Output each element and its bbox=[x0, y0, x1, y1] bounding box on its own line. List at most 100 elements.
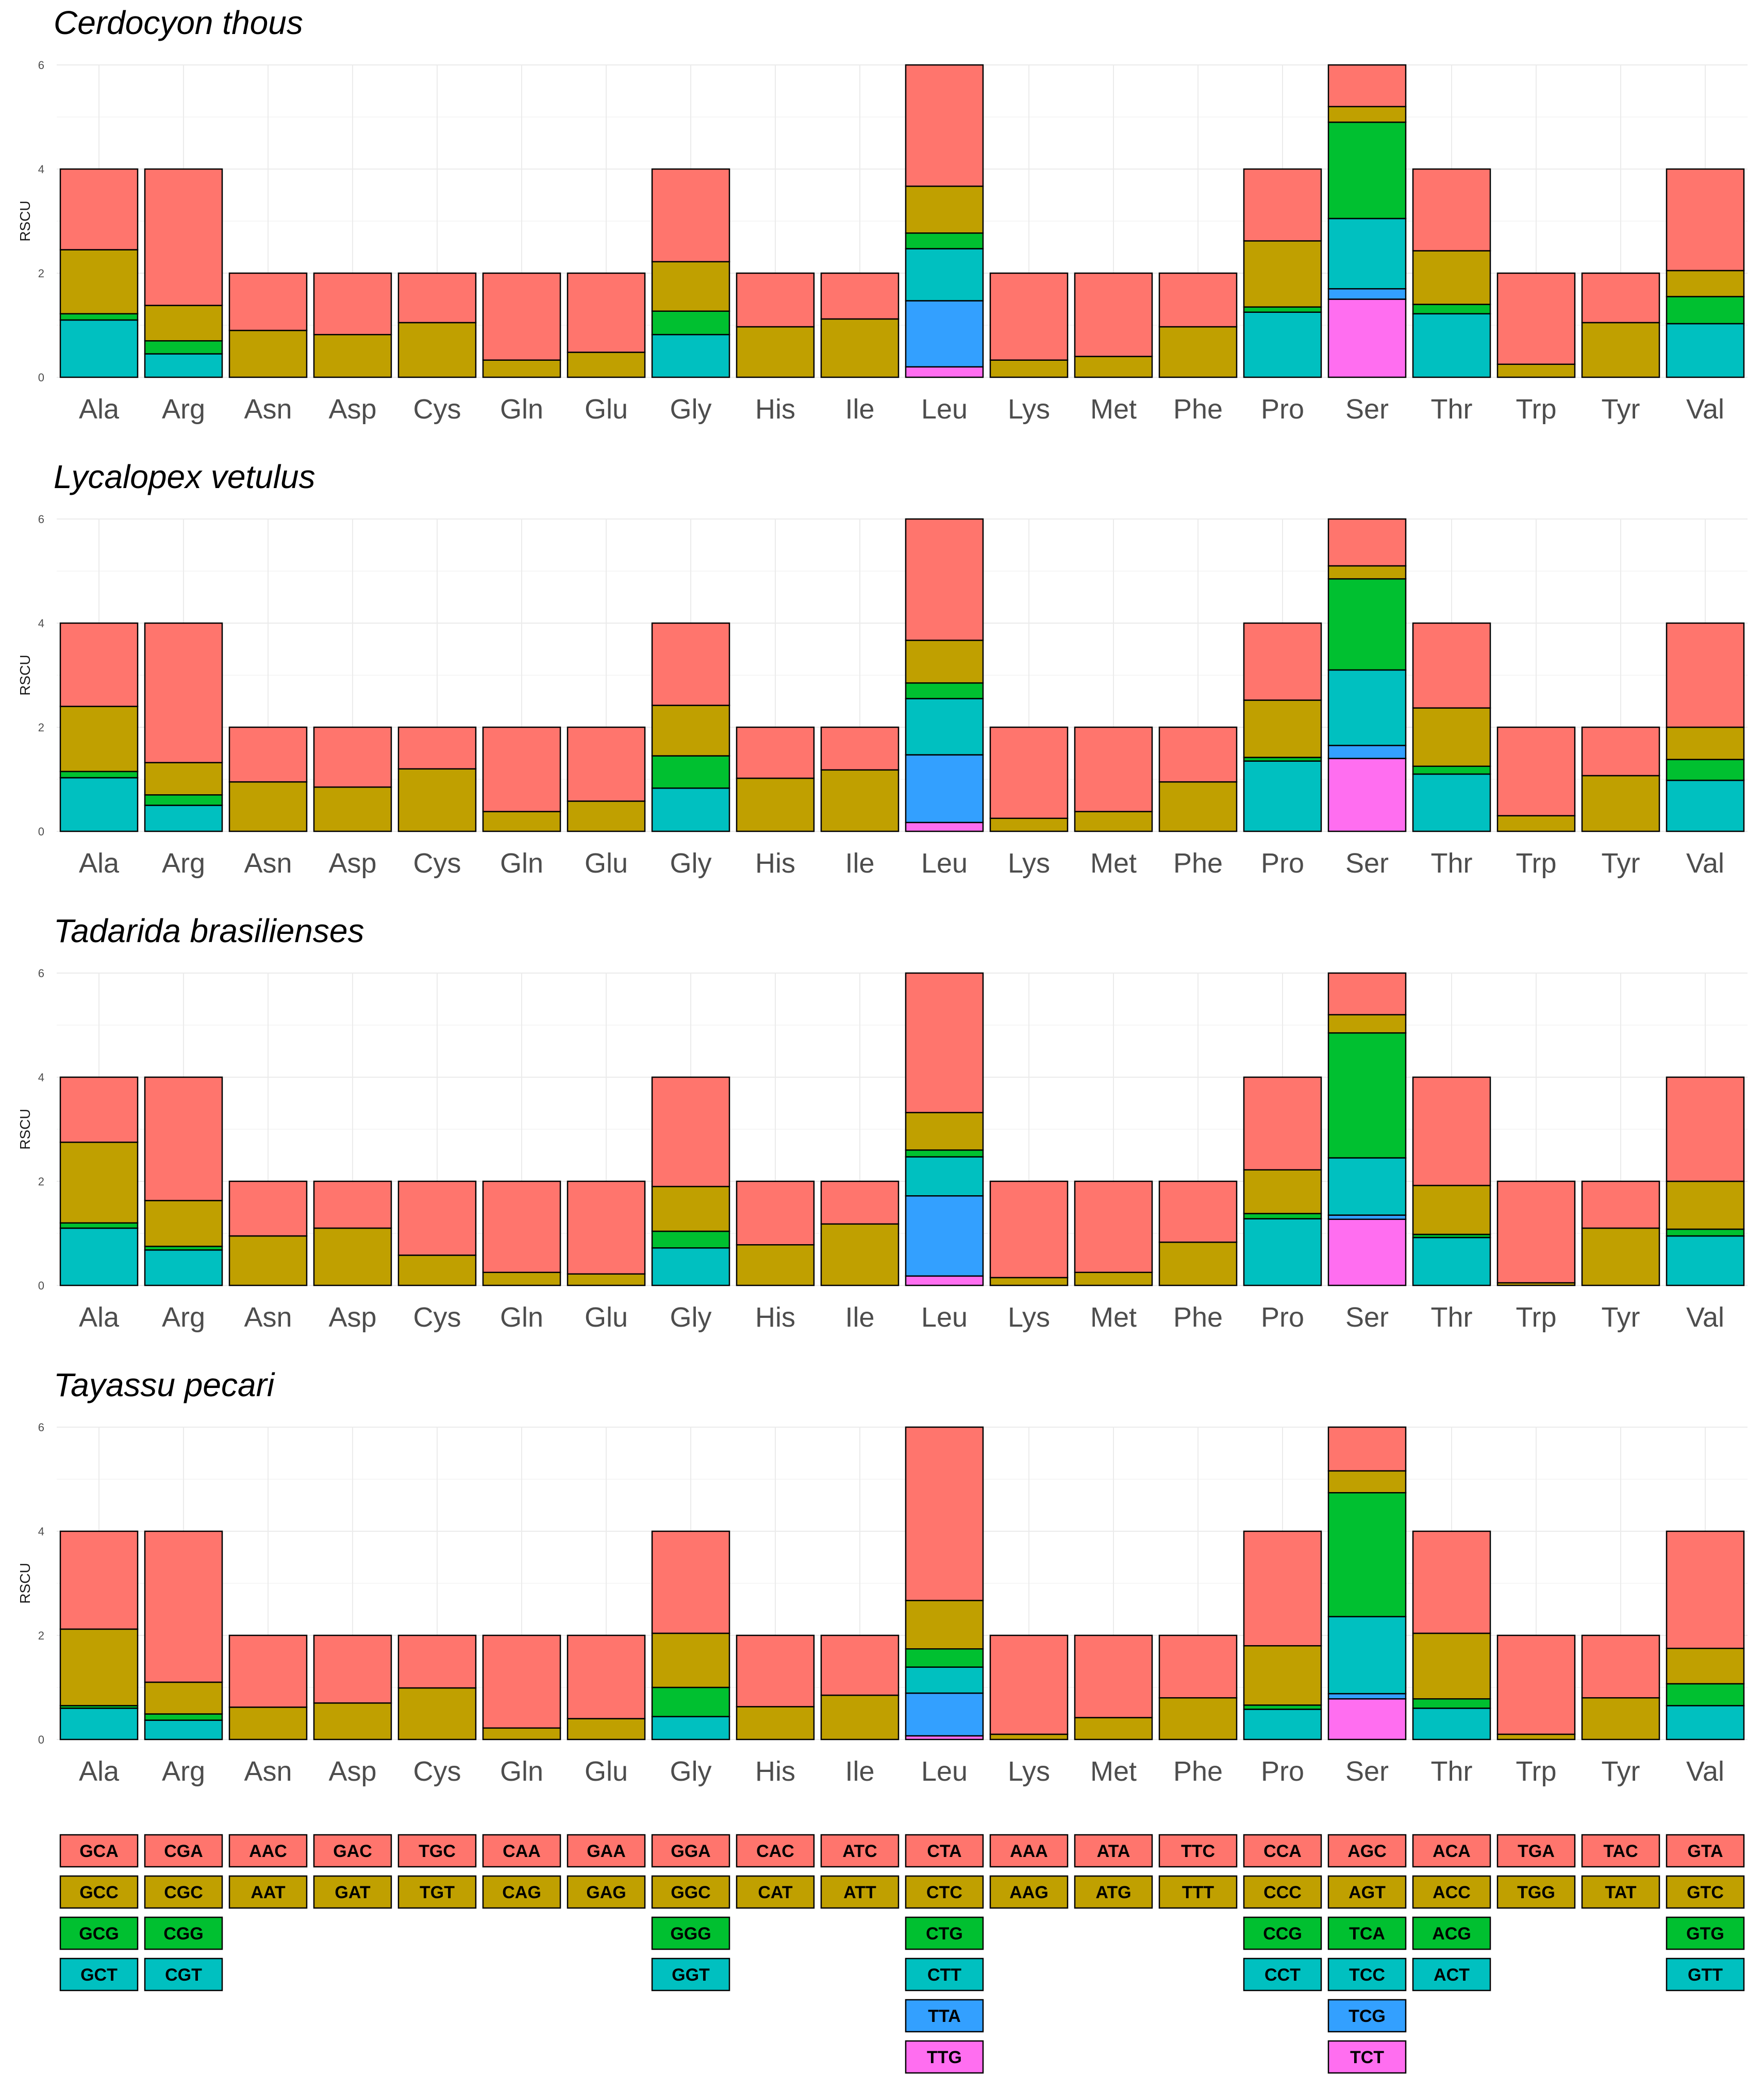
y-axis-label: RSCU bbox=[17, 200, 33, 241]
y-tick-label: 6 bbox=[38, 59, 44, 72]
codon-label: AAC bbox=[249, 1842, 287, 1861]
codon-label: CAC bbox=[756, 1842, 794, 1861]
x-tick-label: Asp bbox=[328, 1756, 376, 1787]
bar-segment-val-1 bbox=[1666, 759, 1745, 781]
bar-segment-ala-3 bbox=[59, 622, 139, 707]
x-tick-label: Asp bbox=[328, 394, 376, 425]
bar-segment-leu-3 bbox=[905, 682, 984, 699]
x-tick-label: Ala bbox=[79, 848, 120, 879]
bar-segment-ser-0 bbox=[1327, 758, 1407, 832]
bar-segment-gly-1 bbox=[651, 755, 730, 789]
bar-segment-arg-2 bbox=[144, 1200, 223, 1247]
bar-segment-cys-0 bbox=[397, 1687, 477, 1740]
bar-segment-gln-0 bbox=[482, 811, 561, 832]
bar-segment-met-0 bbox=[1074, 811, 1153, 832]
bar-segment-ile-0 bbox=[820, 769, 900, 832]
bar-segment-gly-2 bbox=[651, 1632, 730, 1688]
bar-segment-thr-2 bbox=[1412, 1184, 1491, 1235]
bar-segment-asn-0 bbox=[228, 1706, 308, 1740]
bar-segment-gln-1 bbox=[482, 726, 561, 812]
bar-segment-cys-1 bbox=[397, 1634, 477, 1689]
bar-segment-asp-0 bbox=[313, 1702, 392, 1740]
bar-segment-val-1 bbox=[1666, 1228, 1745, 1237]
codon-label: CTT bbox=[927, 1965, 961, 1985]
bar-segment-thr-3 bbox=[1412, 622, 1491, 709]
bar-segment-thr-0 bbox=[1412, 313, 1491, 378]
bar-segment-phe-0 bbox=[1158, 781, 1238, 832]
codon-label: TCG bbox=[1349, 2006, 1386, 2026]
x-tick-label: Cys bbox=[413, 394, 461, 425]
codon-box-aaa bbox=[989, 1834, 1069, 1868]
x-tick-label: Cys bbox=[413, 1302, 461, 1333]
codon-label: CCT bbox=[1264, 1965, 1301, 1985]
bar-segment-gln-0 bbox=[482, 1727, 561, 1740]
codon-box-agc bbox=[1327, 1834, 1407, 1868]
bar-segment-glu-1 bbox=[567, 272, 646, 353]
bar-segment-lys-0 bbox=[989, 1733, 1069, 1740]
x-tick-label: Val bbox=[1686, 848, 1724, 879]
bar-segment-ile-0 bbox=[820, 318, 900, 378]
bar-segment-arg-1 bbox=[144, 1713, 223, 1721]
bar-segment-ile-0 bbox=[820, 1223, 900, 1286]
y-tick-label: 4 bbox=[38, 1071, 44, 1084]
y-tick-label: 0 bbox=[38, 825, 44, 838]
y-tick-label: 2 bbox=[38, 1629, 44, 1642]
bar-segment-gln-0 bbox=[482, 1271, 561, 1286]
bar-segment-gly-1 bbox=[651, 1686, 730, 1717]
codon-label: AAG bbox=[1009, 1883, 1049, 1902]
x-tick-label: Thr bbox=[1431, 848, 1473, 879]
codon-label: TAT bbox=[1605, 1883, 1636, 1902]
x-tick-label: Arg bbox=[162, 1756, 205, 1787]
bar-segment-ser-4 bbox=[1327, 565, 1407, 580]
bar-segment-lys-1 bbox=[989, 1634, 1069, 1735]
bar-segment-leu-4 bbox=[905, 186, 984, 234]
bar-segment-tyr-1 bbox=[1581, 726, 1660, 777]
codon-label: TTT bbox=[1182, 1883, 1214, 1902]
bar-segment-arg-3 bbox=[144, 1530, 223, 1683]
bar-segment-ile-1 bbox=[820, 1634, 900, 1696]
bar-segment-arg-1 bbox=[144, 340, 223, 355]
x-tick-label: Pro bbox=[1261, 1302, 1304, 1333]
bar-segment-glu-0 bbox=[567, 800, 646, 832]
bar-segment-val-2 bbox=[1666, 1648, 1745, 1685]
x-tick-label: Glu bbox=[585, 394, 628, 425]
x-tick-label: His bbox=[755, 1302, 795, 1333]
codon-box-ggt bbox=[651, 1957, 730, 1991]
bar-segment-asn-0 bbox=[228, 329, 308, 378]
x-tick-label: Leu bbox=[921, 848, 968, 879]
x-tick-label: Ala bbox=[79, 1302, 120, 1333]
bar-segment-ser-3 bbox=[1327, 1032, 1407, 1159]
bar-segment-leu-4 bbox=[905, 640, 984, 684]
bar-segment-asp-1 bbox=[313, 1180, 392, 1229]
bar-segment-pro-3 bbox=[1243, 168, 1322, 242]
codon-box-cgg bbox=[144, 1916, 223, 1950]
bar-segment-tyr-1 bbox=[1581, 1180, 1660, 1229]
y-axis-label: RSCU bbox=[17, 1563, 33, 1603]
bar-segment-tyr-1 bbox=[1581, 1634, 1660, 1699]
x-tick-label: Gly bbox=[670, 1756, 712, 1787]
bar-segment-leu-4 bbox=[905, 1112, 984, 1151]
codon-box-gta bbox=[1666, 1834, 1745, 1868]
codon-box-gag bbox=[567, 1875, 646, 1909]
codon-label: GTG bbox=[1686, 1924, 1724, 1944]
codon-box-ctg bbox=[905, 1916, 984, 1950]
x-tick-label: Gly bbox=[670, 1302, 712, 1333]
bar-segment-val-1 bbox=[1666, 1683, 1745, 1706]
codon-label: GCC bbox=[79, 1883, 119, 1902]
codon-label: GCT bbox=[80, 1965, 118, 1985]
codon-label: GTT bbox=[1688, 1965, 1723, 1985]
bar-segment-trp-0 bbox=[1496, 815, 1576, 832]
codon-box-cac bbox=[736, 1834, 815, 1868]
codon-box-tgg bbox=[1496, 1875, 1576, 1909]
x-tick-label: Met bbox=[1090, 1756, 1137, 1787]
bar-segment-asp-0 bbox=[313, 333, 392, 378]
bar-segment-phe-0 bbox=[1158, 1697, 1238, 1740]
codon-label: AGC bbox=[1347, 1842, 1387, 1861]
codon-label: AGT bbox=[1349, 1883, 1386, 1902]
bar-segment-asn-1 bbox=[228, 726, 308, 783]
bar-segment-his-1 bbox=[736, 726, 815, 779]
x-tick-label: Met bbox=[1090, 848, 1137, 879]
panel-0: Cerdocyon thous RSCU 0 2 4 6 Ala Arg Asn Asp Cys Gl… bbox=[17, 4, 1748, 425]
bar-segment-thr-1 bbox=[1412, 765, 1491, 775]
